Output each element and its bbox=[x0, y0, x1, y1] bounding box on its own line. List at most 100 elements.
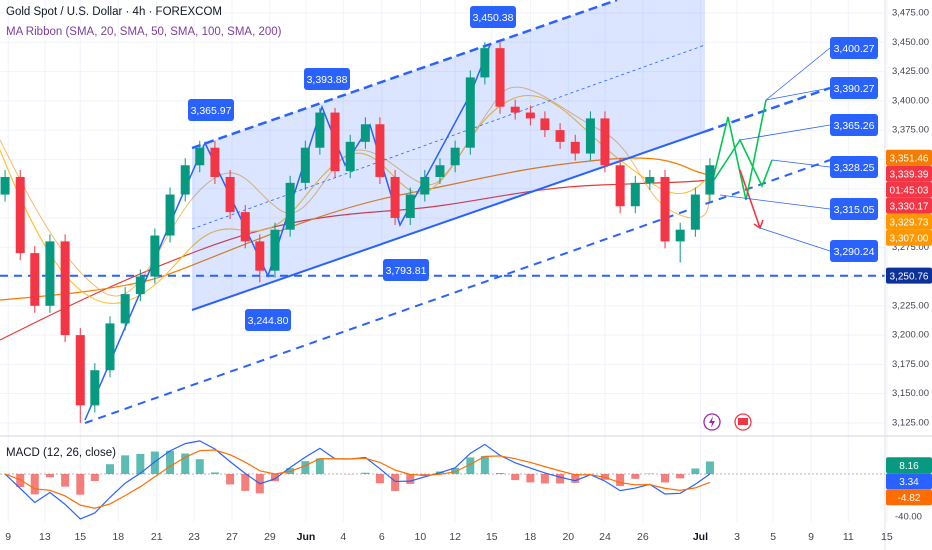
y-tick-label: 3,175.00 bbox=[892, 359, 929, 370]
macd-histogram bbox=[226, 473, 235, 485]
target-label: 3,328.25 bbox=[834, 162, 875, 174]
x-tick-label: 15 bbox=[486, 531, 498, 543]
candle-body bbox=[195, 147, 205, 166]
y-tick-label: 3,475.00 bbox=[892, 8, 929, 19]
ma-200 bbox=[0, 179, 711, 341]
macd-histogram bbox=[45, 473, 54, 478]
x-tick-label: 26 bbox=[637, 531, 649, 543]
candle-body bbox=[405, 194, 415, 218]
target-box bbox=[830, 37, 878, 59]
ma-50 bbox=[0, 94, 711, 304]
target-line bbox=[771, 159, 831, 168]
y-tick-label: 3,200.00 bbox=[892, 330, 929, 341]
macd-histogram bbox=[496, 473, 505, 474]
x-tick-label: 18 bbox=[112, 531, 124, 543]
target-label: 3,390.27 bbox=[834, 83, 875, 95]
channel-fill bbox=[192, 0, 705, 310]
x-tick-label: 21 bbox=[151, 531, 163, 543]
x-tick-label: 27 bbox=[226, 531, 238, 543]
annotation-box bbox=[304, 68, 350, 90]
target-line bbox=[759, 227, 831, 252]
candle-body bbox=[585, 118, 595, 154]
candle-body bbox=[75, 335, 85, 406]
x-tick-label: 10 bbox=[415, 531, 427, 543]
x-tick-label: 18 bbox=[525, 531, 537, 543]
candle-body bbox=[675, 229, 685, 242]
target-box bbox=[830, 156, 878, 178]
macd-histogram bbox=[406, 473, 415, 484]
y-tick-label: 3,275.00 bbox=[892, 242, 929, 253]
macd-histogram bbox=[270, 473, 279, 482]
x-tick-label: 12 bbox=[449, 531, 461, 543]
target-label: 3,400.27 bbox=[834, 43, 875, 55]
macd-histogram bbox=[391, 473, 400, 492]
price-tag bbox=[886, 267, 932, 284]
price-tag-label: 8.16 bbox=[899, 461, 919, 472]
price-tag bbox=[886, 473, 932, 490]
candle-body bbox=[690, 194, 700, 230]
candle-body bbox=[465, 77, 475, 148]
macd-histogram bbox=[691, 468, 700, 474]
candle-body bbox=[645, 176, 655, 183]
candle-body bbox=[360, 124, 370, 142]
projection bbox=[711, 138, 773, 189]
annotation-label: 3,450.38 bbox=[473, 12, 514, 24]
indicator-title: MA Ribbon (SMA, 20, SMA, 50, SMA, 100, S… bbox=[6, 26, 282, 38]
candle-body bbox=[105, 323, 115, 371]
annotation-box bbox=[245, 309, 291, 331]
x-tick-label: 9 bbox=[808, 531, 814, 543]
macd-tick-label: -40.00 bbox=[895, 511, 922, 522]
candle-body bbox=[30, 253, 40, 306]
target-label: 3,315.05 bbox=[834, 204, 875, 216]
annotation-box bbox=[188, 99, 234, 121]
candle-body bbox=[135, 276, 145, 295]
y-tick-label: 3,400.00 bbox=[892, 95, 929, 106]
candle-body bbox=[480, 48, 490, 78]
candle-body bbox=[150, 235, 160, 277]
y-tick-label: 3,375.00 bbox=[892, 125, 929, 136]
signal-line bbox=[4, 449, 711, 509]
x-tick-label: 4 bbox=[340, 531, 346, 543]
price-tag bbox=[886, 181, 932, 198]
macd-histogram bbox=[61, 473, 70, 487]
channel-mid bbox=[191, 44, 706, 230]
candle-body bbox=[0, 176, 10, 195]
macd-histogram bbox=[301, 461, 310, 474]
x-tick-label: 15 bbox=[881, 531, 893, 543]
price-tag-label: 3,329.73 bbox=[890, 217, 929, 228]
annotation-label: 3,793.81 bbox=[386, 265, 427, 277]
x-tick-label: 5 bbox=[770, 531, 776, 543]
macd-histogram bbox=[181, 453, 190, 474]
target-box bbox=[830, 114, 878, 136]
price-tag bbox=[886, 213, 932, 230]
candle-body bbox=[630, 182, 640, 207]
price-tag-label: 3,330.17 bbox=[890, 201, 929, 212]
candle-body bbox=[390, 176, 400, 218]
candle-body bbox=[570, 141, 580, 154]
target-box bbox=[830, 198, 878, 220]
price-tag bbox=[886, 197, 932, 214]
candle-body bbox=[600, 118, 610, 166]
price-tag-label: 3,307.00 bbox=[890, 233, 929, 244]
macd-histogram bbox=[166, 450, 175, 474]
macd-histogram bbox=[511, 473, 520, 481]
candle-body bbox=[255, 241, 265, 271]
target-line bbox=[739, 124, 831, 141]
candle-body bbox=[180, 165, 190, 195]
macd-histogram bbox=[705, 461, 714, 474]
price-tag-label: 3,351.46 bbox=[890, 153, 929, 164]
price-tag-label: 3,250.76 bbox=[890, 271, 929, 282]
x-tick-label: 3 bbox=[734, 531, 740, 543]
price-tag-label: -4.82 bbox=[898, 493, 921, 504]
candle-body bbox=[315, 112, 325, 148]
y-tick-label: 3,225.00 bbox=[892, 300, 929, 311]
macd-histogram bbox=[105, 464, 114, 474]
y-tick-label: 3,150.00 bbox=[892, 388, 929, 399]
candle-body bbox=[555, 130, 565, 142]
x-tick-label: 29 bbox=[264, 531, 276, 543]
candle-body bbox=[525, 112, 535, 119]
macd-histogram bbox=[16, 473, 25, 487]
candle-body bbox=[540, 118, 550, 131]
target-line bbox=[765, 87, 831, 101]
